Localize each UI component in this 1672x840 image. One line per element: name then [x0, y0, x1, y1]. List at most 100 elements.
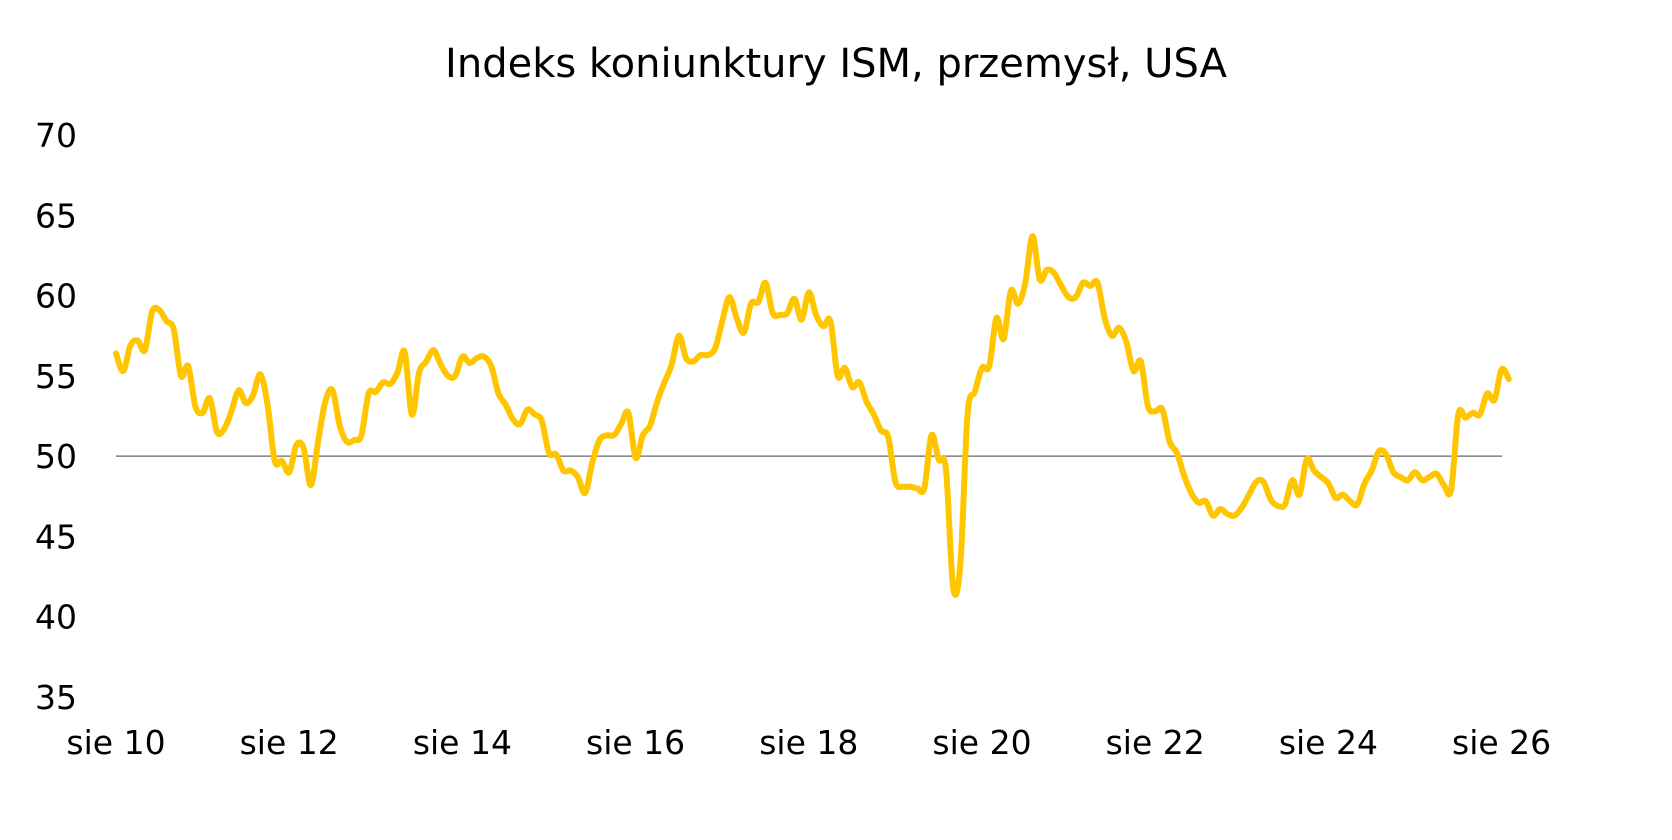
data-point [820, 323, 826, 329]
x-tick-label: sie 14 [413, 723, 512, 762]
data-point [1506, 376, 1512, 382]
data-point [1181, 472, 1187, 478]
data-point [1369, 468, 1375, 474]
data-point [1253, 479, 1259, 485]
data-point [546, 450, 552, 456]
y-tick-label: 35 [35, 678, 77, 717]
data-point [1398, 474, 1404, 480]
data-point [1109, 333, 1115, 339]
data-point [1304, 456, 1310, 462]
data-point [1448, 487, 1454, 493]
data-point [1361, 480, 1367, 486]
data-point [1138, 358, 1144, 364]
data-point [1232, 513, 1238, 519]
data-point [856, 379, 862, 385]
data-point [553, 452, 559, 458]
data-point [705, 352, 711, 358]
data-point [777, 312, 783, 318]
data-point [366, 391, 372, 397]
y-tick-label: 45 [35, 517, 77, 556]
data-point [1094, 280, 1100, 286]
data-point [1376, 448, 1382, 454]
data-point [698, 352, 704, 358]
data-point [1484, 391, 1490, 397]
data-point [164, 318, 170, 324]
data-point [1419, 477, 1425, 483]
data-point [748, 301, 754, 307]
data-point [864, 399, 870, 405]
data-point [676, 333, 682, 339]
data-point [827, 318, 833, 324]
data-point [1022, 280, 1028, 286]
data-point [156, 307, 162, 313]
data-point [1412, 469, 1418, 475]
data-point [467, 360, 473, 366]
data-point [250, 392, 256, 398]
data-point [892, 479, 898, 485]
data-point [965, 411, 971, 417]
data-point [1044, 267, 1050, 273]
data-point [669, 362, 675, 368]
data-point [1203, 498, 1209, 504]
data-point [402, 349, 408, 355]
data-point [488, 363, 494, 369]
data-point [192, 403, 198, 409]
data-point [1441, 482, 1447, 488]
data-point [575, 474, 581, 480]
data-point [1080, 280, 1086, 286]
data-point [200, 410, 206, 416]
data-point [741, 330, 747, 336]
x-tick-label: sie 16 [586, 723, 685, 762]
data-point [1210, 513, 1216, 519]
data-point [344, 439, 350, 445]
data-point [423, 358, 429, 364]
data-point [207, 395, 213, 401]
data-point [849, 384, 855, 390]
data-point [1297, 492, 1303, 498]
x-tick-label: sie 18 [759, 723, 858, 762]
series-group [113, 233, 1512, 598]
data-point [503, 402, 509, 408]
data-point [308, 482, 314, 488]
data-point [683, 355, 689, 361]
data-point [416, 370, 422, 376]
data-point [979, 365, 985, 371]
data-point [871, 411, 877, 417]
data-point [438, 362, 444, 368]
data-point [640, 432, 646, 438]
data-point [1318, 474, 1324, 480]
data-point [921, 485, 927, 491]
data-point [582, 490, 588, 496]
data-point [726, 294, 732, 300]
data-point [950, 585, 956, 591]
data-point [690, 358, 696, 364]
data-point [265, 402, 271, 408]
data-point [293, 442, 299, 448]
data-point [1001, 336, 1007, 342]
data-point [272, 458, 278, 464]
data-point [257, 371, 263, 377]
data-point [1102, 315, 1108, 321]
data-point [1087, 283, 1093, 289]
data-point [755, 299, 761, 305]
data-point [986, 363, 992, 369]
data-point [1037, 277, 1043, 283]
data-point [1499, 366, 1505, 372]
data-point [517, 421, 523, 427]
data-point [1354, 501, 1360, 507]
x-tick-label: sie 20 [932, 723, 1031, 762]
data-point [799, 317, 805, 323]
data-point [719, 318, 725, 324]
data-point [763, 280, 769, 286]
data-point [1188, 490, 1194, 496]
data-point [221, 426, 227, 432]
data-point [900, 484, 906, 490]
data-point [127, 342, 133, 348]
data-point [1340, 492, 1346, 498]
data-point [633, 455, 639, 461]
data-point [1383, 452, 1389, 458]
data-point [459, 354, 465, 360]
data-point [1477, 411, 1483, 417]
